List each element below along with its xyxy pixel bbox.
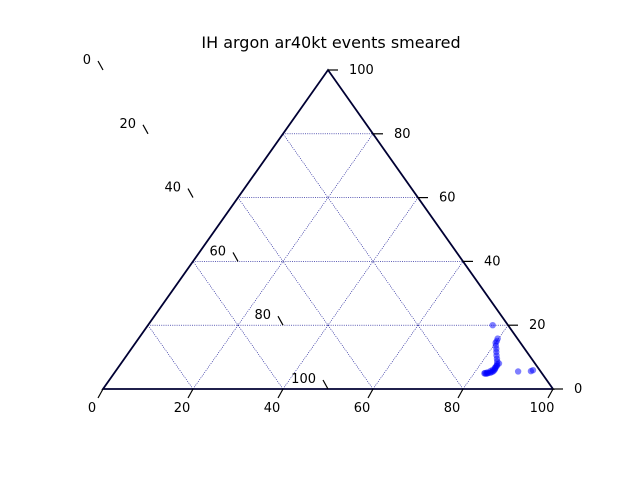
data-point: [494, 335, 501, 342]
tick-mark-left: [322, 379, 329, 390]
tick-mark-left: [232, 252, 239, 262]
tick-label-left: 80: [254, 308, 271, 323]
grid-line: [192, 133, 374, 390]
grid-line: [282, 133, 464, 390]
tick-label-bottom: 0: [88, 401, 96, 416]
axis-ticks: 0 0 0 20 20 20 40 40 40 60 60 60 80 80 80 100 100 100: [83, 53, 583, 416]
tick-mark-left: [142, 124, 149, 135]
tick-mark-left: [187, 188, 194, 198]
data-point: [529, 366, 537, 374]
tick-label-left: 100: [291, 372, 316, 387]
tick-mark-left: [277, 315, 284, 326]
grid-line: [192, 261, 284, 390]
tick-label-right: 40: [484, 254, 501, 269]
grid-lines: [147, 133, 509, 390]
tick-mark-bottom: [187, 388, 194, 399]
grid-line: [462, 325, 509, 390]
tick-label-right: 20: [529, 318, 546, 333]
tick-label-left: 20: [119, 117, 136, 132]
tick-label-left: 0: [83, 53, 91, 68]
grid-line: [282, 197, 419, 390]
data-point: [514, 368, 522, 375]
tick-mark-bottom: [277, 388, 284, 399]
triangle-axes: [101, 68, 555, 390]
data-points: [481, 322, 537, 377]
tick-label-bottom: 80: [444, 401, 461, 416]
grid-line: [372, 261, 464, 390]
tick-mark-bottom: [547, 388, 554, 399]
tick-label-right: 60: [439, 191, 456, 206]
tick-mark-bottom: [97, 388, 104, 399]
tick-label-bottom: 40: [264, 401, 281, 416]
chart-title: IH argon ar40kt events smeared: [201, 33, 461, 52]
tick-label-bottom: 20: [174, 401, 191, 416]
tick-label-right: 80: [394, 127, 411, 142]
grid-line: [147, 325, 194, 390]
tick-mark-bottom: [367, 388, 374, 399]
triangle-outline: [101, 68, 555, 390]
tick-label-right: 0: [574, 382, 582, 397]
tick-label-left: 40: [164, 181, 181, 196]
data-point: [495, 360, 503, 367]
grid-line: [237, 197, 374, 390]
tick-mark-left: [97, 60, 104, 71]
tick-label-left: 60: [209, 244, 226, 259]
tick-label-bottom: 60: [354, 401, 371, 416]
tick-mark-bottom: [457, 388, 464, 399]
tick-label-right: 100: [349, 63, 374, 78]
data-point: [489, 322, 496, 329]
tick-label-bottom: 100: [530, 401, 555, 416]
